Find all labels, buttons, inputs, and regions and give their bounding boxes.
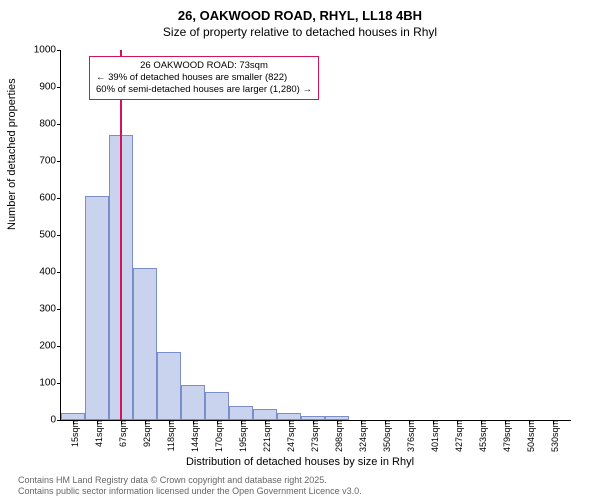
histogram-bar — [157, 352, 181, 420]
histogram-bar — [205, 392, 229, 420]
xtick-label: 324sqm — [354, 420, 368, 452]
title-sub: Size of property relative to detached ho… — [0, 25, 600, 39]
histogram-bar — [277, 413, 301, 420]
xtick-label: 221sqm — [258, 420, 272, 452]
xtick-label: 144sqm — [186, 420, 200, 452]
xtick-mark — [529, 420, 530, 424]
attribution-line1: Contains HM Land Registry data © Crown c… — [18, 475, 362, 487]
histogram-bar — [61, 413, 85, 420]
annotation-line: ← 39% of detached houses are smaller (82… — [96, 72, 312, 84]
xtick-label: 15sqm — [66, 420, 80, 447]
xtick-mark — [97, 420, 98, 424]
xtick-label: 376sqm — [402, 420, 416, 452]
histogram-bar — [133, 268, 157, 420]
xtick-label: 504sqm — [522, 420, 536, 452]
xtick-mark — [217, 420, 218, 424]
xtick-mark — [193, 420, 194, 424]
title-main: 26, OAKWOOD ROAD, RHYL, LL18 4BH — [0, 0, 600, 23]
xtick-label: 350sqm — [378, 420, 392, 452]
ytick-mark — [57, 87, 61, 88]
xtick-mark — [73, 420, 74, 424]
xtick-mark — [121, 420, 122, 424]
chart-area: 0100200300400500600700800900100015sqm41s… — [60, 50, 571, 421]
xtick-label: 273sqm — [306, 420, 320, 452]
ytick-mark — [57, 309, 61, 310]
xtick-mark — [169, 420, 170, 424]
xtick-mark — [265, 420, 266, 424]
xtick-label: 41sqm — [90, 420, 104, 447]
xtick-label: 427sqm — [450, 420, 464, 452]
ytick-mark — [57, 346, 61, 347]
xtick-label: 453sqm — [474, 420, 488, 452]
property-marker-line — [120, 50, 122, 420]
ytick-mark — [57, 272, 61, 273]
xtick-mark — [505, 420, 506, 424]
ytick-mark — [57, 383, 61, 384]
xtick-mark — [385, 420, 386, 424]
y-axis-label: Number of detached properties — [6, 78, 18, 230]
xtick-label: 247sqm — [282, 420, 296, 452]
ytick-mark — [57, 161, 61, 162]
xtick-mark — [433, 420, 434, 424]
ytick-mark — [57, 198, 61, 199]
histogram-bar — [229, 406, 253, 420]
xtick-mark — [337, 420, 338, 424]
xtick-label: 67sqm — [114, 420, 128, 447]
xtick-label: 118sqm — [162, 420, 176, 451]
xtick-label: 530sqm — [546, 420, 560, 452]
xtick-mark — [361, 420, 362, 424]
attribution-text: Contains HM Land Registry data © Crown c… — [18, 475, 362, 498]
xtick-label: 195sqm — [234, 420, 248, 452]
histogram-bar — [85, 196, 109, 420]
ytick-mark — [57, 50, 61, 51]
histogram-bar — [181, 385, 205, 420]
annotation-line: 60% of semi-detached houses are larger (… — [96, 84, 312, 96]
ytick-mark — [57, 235, 61, 236]
ytick-mark — [57, 124, 61, 125]
xtick-mark — [481, 420, 482, 424]
xtick-label: 479sqm — [498, 420, 512, 452]
xtick-mark — [241, 420, 242, 424]
xtick-label: 92sqm — [138, 420, 152, 447]
attribution-line2: Contains public sector information licen… — [18, 486, 362, 498]
xtick-mark — [553, 420, 554, 424]
xtick-mark — [145, 420, 146, 424]
ytick-mark — [57, 420, 61, 421]
xtick-mark — [409, 420, 410, 424]
histogram-bar — [253, 409, 277, 420]
x-axis-label: Distribution of detached houses by size … — [0, 456, 600, 468]
xtick-mark — [457, 420, 458, 424]
annotation-line: 26 OAKWOOD ROAD: 73sqm — [96, 60, 312, 72]
xtick-mark — [289, 420, 290, 424]
xtick-label: 298sqm — [330, 420, 344, 452]
xtick-mark — [313, 420, 314, 424]
annotation-box: 26 OAKWOOD ROAD: 73sqm← 39% of detached … — [89, 56, 319, 100]
xtick-label: 170sqm — [210, 420, 224, 452]
xtick-label: 401sqm — [426, 420, 440, 452]
